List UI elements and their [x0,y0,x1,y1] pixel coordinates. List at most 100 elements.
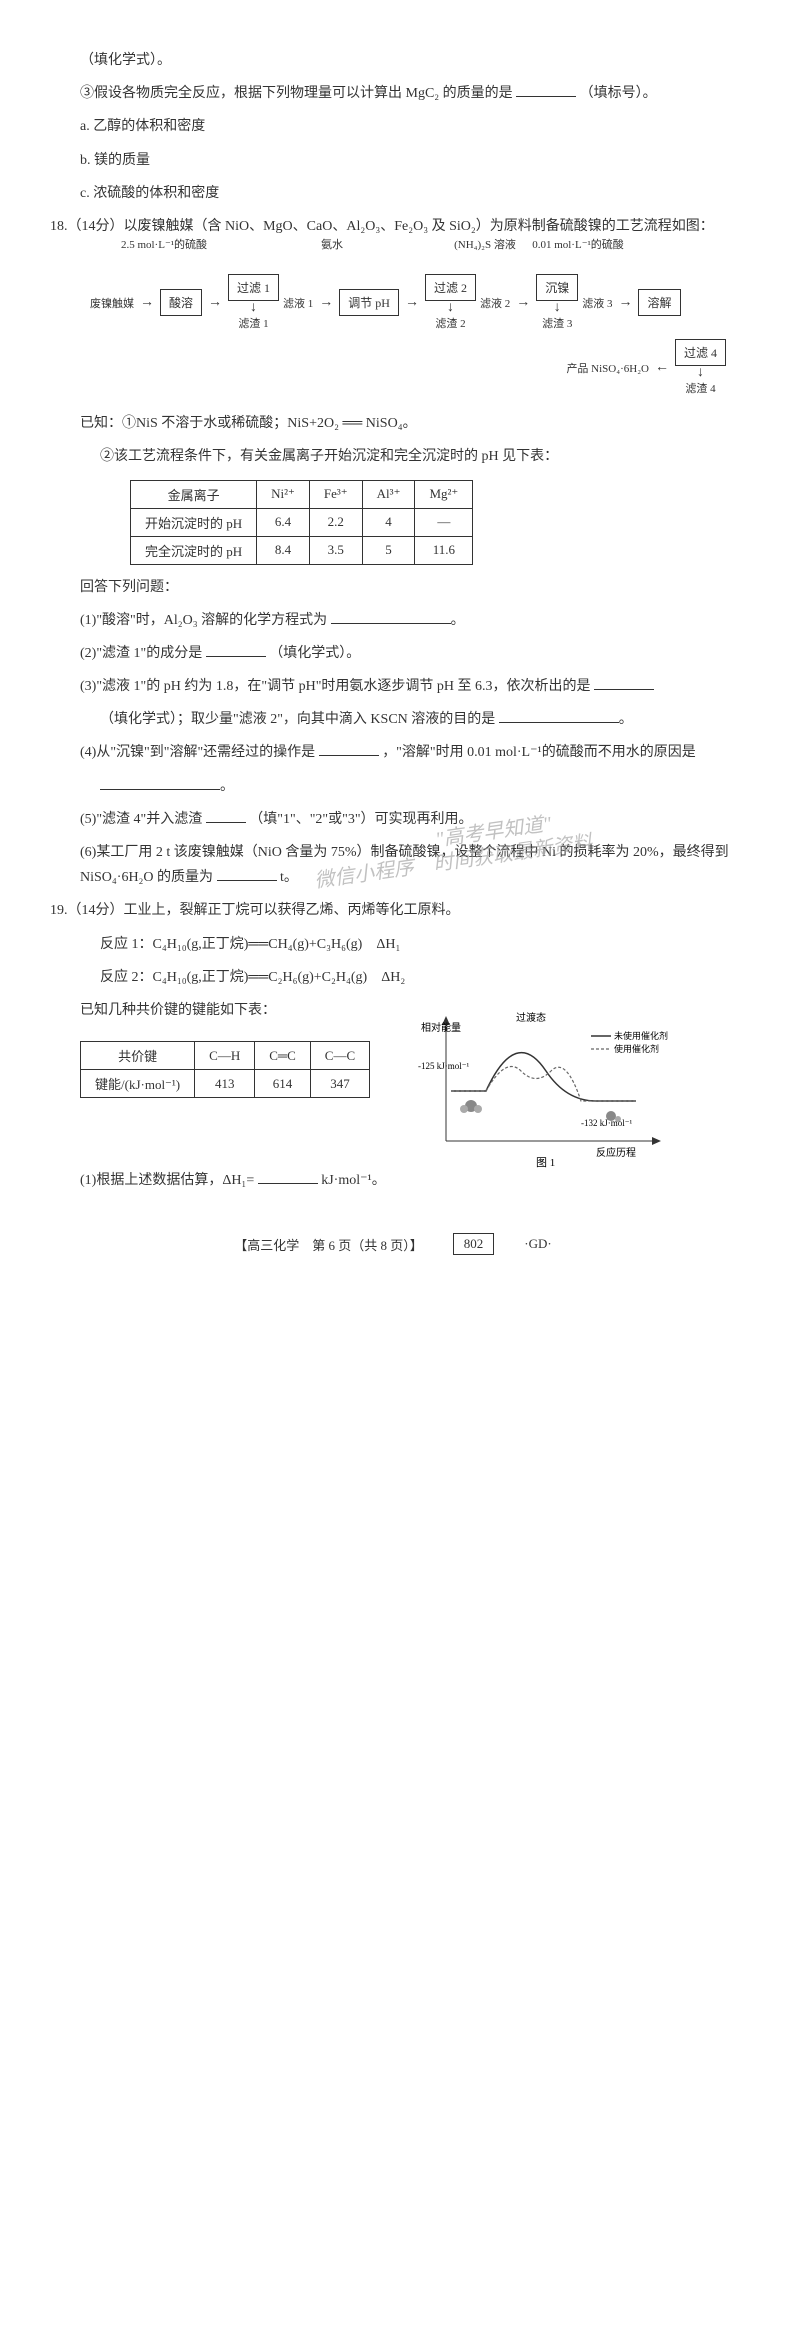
cell: C═C [255,1042,311,1070]
flow-b5: 沉镍 [536,274,578,301]
cell: 金属离子 [131,480,257,508]
q19-r2: 反应 2：C₄H₁₀(g,正丁烷)══C₂H₆(g)+C₂H₄(g) ΔH₂ [50,965,736,990]
q19-p1-unit: kJ·mol⁻¹。 [321,1173,385,1188]
intro-fill-label: （填标号）。 [580,86,657,101]
blank [217,867,277,881]
cell: Ni²⁺ [257,480,310,508]
arrow-icon: → [206,295,224,311]
q18-p6: (6)某工厂用 2 t 该废镍触媒（NiO 含量为 75%）制备硫酸镍，设整个流… [50,840,736,890]
right-e: -132 kJ·mol⁻¹ [581,1118,632,1128]
flow-b1: 酸溶 [160,289,202,316]
footer: 【高三化学 第 6 页（共 8 页）】 802 ·GD· [50,1233,736,1255]
blank [331,610,451,624]
q19-p1-text: (1)根据上述数据估算，ΔH₁= [80,1173,254,1188]
flow-top4: 0.01 mol·L⁻¹的硫酸 [532,236,624,252]
arrow-icon: → [403,295,421,311]
blank [499,709,619,723]
flow-mid3: 滤液 3 [582,295,612,311]
blank [319,742,379,756]
cell: 413 [195,1070,255,1098]
cell: 614 [255,1070,311,1098]
q18-p5-text: (5)"滤渣 4"并入滤渣 [80,812,202,827]
q18-p2-fill: （填化学式）。 [269,646,360,661]
cell: 3.5 [309,536,362,564]
flow-mid1: 滤液 1 [283,295,313,311]
cell: Fe³⁺ [309,480,362,508]
q19-r1: 反应 1：C₄H₁₀(g,正丁烷)══CH₄(g)+C₃H₆(g) ΔH₁ [50,932,736,957]
flow-top3: (NH₄)₂S 溶液 [454,236,516,252]
intro-line1: ③假设各物质完全反应，根据下列物理量可以计算出 MgC₂ 的质量的是 （填标号）… [50,81,736,106]
footer-code: ·GD· [524,1236,551,1252]
cell: 5 [362,536,415,564]
q18-p5: (5)"滤渣 4"并入滤渣 （填"1"、"2"或"3"）可实现再利用。 [50,807,736,832]
q18-p3b-text: （填化学式）；取少量"滤液 2"，向其中滴入 KSCN 溶液的目的是 [100,712,495,727]
arrow-icon: → [616,295,634,311]
q18-p4a: (4)从"沉镍"到"溶解"还需经过的操作是 ，"溶解"时用 0.01 mol·L… [50,740,736,765]
flow-d2: 滤渣 2 [435,315,465,331]
down-arrow-icon: ↓ [554,301,561,315]
q18-p4b-text: ，"溶解"时用 0.01 mol·L⁻¹的硫酸而不用水的原因是 [382,745,696,760]
flow-start: 废镍触媒 [90,295,134,311]
q18-p6a-text: (6)某工厂用 2 t 该废镍触媒（NiO 含量为 75%）制备硫酸镍，设整个流… [80,845,729,885]
blank [594,676,654,690]
cell: 2.2 [309,508,362,536]
bond-table: 共价键 C—H C═C C—C 键能/(kJ·mol⁻¹) 413 614 34… [80,1041,370,1098]
blank [258,1170,318,1184]
blank [206,643,266,657]
q18-p4a-text: (4)从"沉镍"到"溶解"还需经过的操作是 [80,745,315,760]
intro-optB: b. 镁的质量 [50,148,736,173]
leg2: 使用催化剂 [614,1043,659,1054]
q18-answer: 回答下列问题： [50,575,736,600]
cell: 11.6 [415,536,473,564]
cell: C—H [195,1042,255,1070]
down-arrow-icon: ↓ [697,366,704,380]
cell: 8.4 [257,536,310,564]
flow-top1: 2.5 mol·L⁻¹的硫酸 [121,236,207,252]
flow-prod: 产品 NiSO₄·6H₂O [566,360,649,376]
intro-optA: a. 乙醇的体积和密度 [50,114,736,139]
blank [206,809,246,823]
q19-p1: (1)根据上述数据估算，ΔH₁= kJ·mol⁻¹。 [50,1168,736,1193]
blank [516,83,576,97]
flow-b7: 过滤 4 [675,339,726,366]
xlabel: 反应历程 [596,1146,636,1159]
q18-p2-text: (2)"滤渣 1"的成分是 [80,646,202,661]
arrow-icon: → [317,295,335,311]
intro-line1-text: ③假设各物质完全反应，根据下列物理量可以计算出 MgC₂ 的质量的是 [80,86,513,101]
page-num: 802 [453,1233,495,1255]
flow-b3: 调节 pH [339,289,399,316]
flow-mid2: 滤液 2 [480,295,510,311]
flow-b2: 过滤 1 [228,274,279,301]
left-e: -125 kJ·mol⁻¹ [418,1061,469,1071]
flow-top2: 氨水 [321,236,343,252]
q18-p5-fill: （填"1"、"2"或"3"）可实现再利用。 [249,812,472,827]
arrow-icon: ← [653,360,671,376]
table-row: 键能/(kJ·mol⁻¹) 413 614 347 [81,1070,370,1098]
arrow-icon: → [514,295,532,311]
peak-label: 过渡态 [516,1011,546,1024]
energy-diagram: 相对能量 过渡态 -125 kJ·mol⁻¹ -132 kJ·mol⁻¹ 反应历… [416,1011,676,1171]
flow-diagram: 2.5 mol·L⁻¹的硫酸 氨水 (NH₄)₂S 溶液 0.01 mol·L⁻… [90,254,736,396]
intro-optC: c. 浓硫酸的体积和密度 [50,181,736,206]
cell: — [415,508,473,536]
caption: 图 1 [536,1156,555,1169]
cell: 共价键 [81,1042,195,1070]
cell: 键能/(kJ·mol⁻¹) [81,1070,195,1098]
cell: Mg²⁺ [415,480,473,508]
ph-table: 金属离子 Ni²⁺ Fe³⁺ Al³⁺ Mg²⁺ 开始沉淀时的 pH 6.4 2… [130,480,473,565]
q18-p3b: （填化学式）；取少量"滤液 2"，向其中滴入 KSCN 溶液的目的是 。 [50,707,736,732]
cell: Al³⁺ [362,480,415,508]
q18-p4-cont: 。 [50,774,736,799]
q19-header: 19.（14分）工业上，裂解正丁烷可以获得乙烯、丙烯等化工原料。 [50,898,736,923]
page-container: "高考早知道" 微信小程序 时间获取最新资料 （填化学式）。 ③假设各物质完全反… [0,0,786,2339]
flow-d3: 滤渣 3 [542,315,572,331]
q18-known2: ②该工艺流程条件下，有关金属离子开始沉淀和完全沉淀时的 pH 见下表： [50,444,736,469]
flow-d4: 滤渣 4 [685,380,715,396]
q18-p1: (1)"酸溶"时，Al₂O₃ 溶解的化学方程式为 。 [50,608,736,633]
footer-text: 【高三化学 第 6 页（共 8 页）】 [234,1235,423,1254]
cell: 开始沉淀时的 pH [131,508,257,536]
intro-fill-chem: （填化学式）。 [50,48,736,73]
q18-known: 已知：①NiS 不溶于水或稀硫酸；NiS+2O₂ ══ NiSO₄。 [50,411,736,436]
cell: 347 [310,1070,369,1098]
cell: C—C [310,1042,369,1070]
